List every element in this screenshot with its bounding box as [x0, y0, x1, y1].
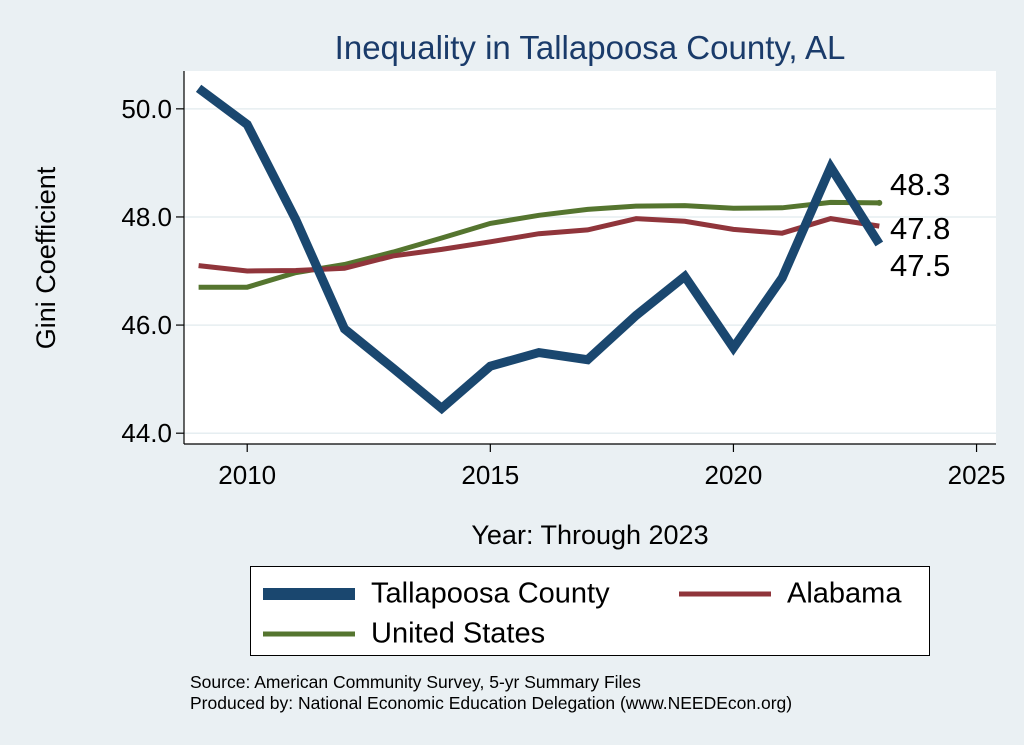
y-tick-label-2: 48.0	[121, 202, 172, 232]
plot-area	[184, 71, 996, 444]
legend-item-tallapoosa: Tallapoosa County	[263, 577, 643, 611]
legend: Tallapoosa County Alabama United States	[250, 566, 930, 656]
chart-title: Inequality in Tallapoosa County, AL	[335, 29, 846, 66]
y-tick-label-1: 46.0	[121, 310, 172, 340]
end-label-alabama: 47.8	[890, 211, 950, 246]
end-labels: 47.547.8 48.3	[890, 167, 950, 283]
legend-label-us: United States	[371, 617, 546, 650]
x-tick-label-0: 2010	[218, 460, 276, 490]
legend-item-alabama: Alabama	[679, 577, 919, 611]
legend-swatch-alabama	[679, 591, 771, 597]
legend-item-us: United States	[263, 617, 643, 651]
x-tick-label-2: 2020	[705, 460, 763, 490]
legend-label-alabama: Alabama	[787, 577, 902, 610]
end-label-tallapoosa-county: 47.5	[890, 248, 950, 283]
y-tick-label-0: 44.0	[121, 418, 172, 448]
producer-line: Produced by: National Economic Education…	[190, 693, 793, 713]
series-group	[195, 84, 884, 415]
legend-label-tallapoosa: Tallapoosa County	[371, 577, 610, 610]
end-label-united-states: 48.3	[890, 167, 950, 202]
y-tick-label-3: 50.0	[121, 94, 172, 124]
y-axis-label: Gini Coefficient	[31, 166, 61, 349]
x-tick-label-3: 2025	[948, 460, 1006, 490]
axes: 44.0 46.0 48.0 50.0 2010 2015 2020 2025	[121, 71, 1005, 490]
x-tick-label-1: 2015	[461, 460, 519, 490]
series-line-alabama	[198, 216, 880, 274]
legend-swatch-us	[263, 631, 355, 637]
series-line-tallapoosa-county	[195, 84, 884, 415]
x-axis-label: Year: Through 2023	[471, 520, 708, 550]
legend-swatch-tallapoosa	[263, 588, 355, 600]
source-line: Source: American Community Survey, 5-yr …	[190, 672, 641, 692]
end-point-united-states	[876, 199, 883, 206]
source-note: Source: American Community Survey, 5-yr …	[190, 672, 792, 714]
